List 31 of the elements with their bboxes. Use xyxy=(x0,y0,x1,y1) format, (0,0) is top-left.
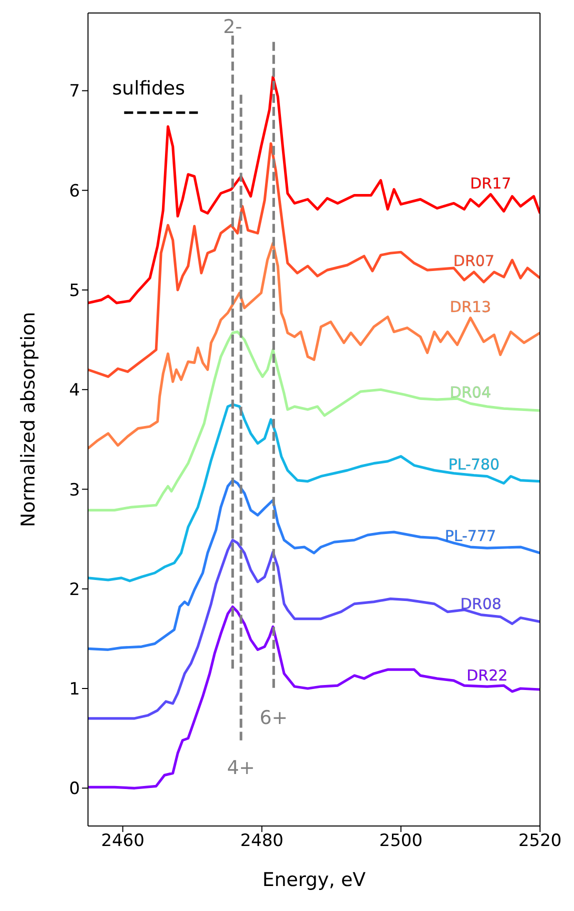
series-label: 2- xyxy=(223,16,242,38)
series-label: 6+ xyxy=(260,707,288,730)
y-tick-label: 7 xyxy=(69,82,80,102)
y-tick-label: 3 xyxy=(69,480,80,500)
series-label: PL-780 xyxy=(448,455,500,474)
x-tick-label: 2500 xyxy=(379,831,423,852)
x-tick-label: 2520 xyxy=(518,831,562,852)
y-axis-title: Normalized absorption xyxy=(18,312,40,528)
y-tick-label: 6 xyxy=(69,181,80,202)
y-tick-label: 5 xyxy=(69,281,80,302)
series-label: PL-777 xyxy=(444,527,496,546)
series-label: DR08 xyxy=(460,594,502,613)
line-series xyxy=(88,478,540,651)
series-label: DR22 xyxy=(466,666,508,685)
line-series xyxy=(88,142,540,378)
series-label: 4+ xyxy=(226,756,255,779)
legend-label: sulfides xyxy=(112,78,186,100)
series-label: DR17 xyxy=(470,174,512,192)
series-label: DR04 xyxy=(450,384,491,402)
series-label: DR07 xyxy=(453,252,494,270)
y-tick-label: 4 xyxy=(69,380,80,401)
series-label: DR13 xyxy=(450,298,491,316)
y-tick-label: 0 xyxy=(69,779,80,800)
line-series xyxy=(88,242,540,450)
y-tick-label: 2 xyxy=(69,580,80,600)
x-axis-title: Energy, eV xyxy=(262,869,366,891)
y-tick-label: 1 xyxy=(69,680,80,700)
x-tick-label: 2480 xyxy=(240,831,284,852)
x-tick-label: 2460 xyxy=(101,831,144,852)
line-series xyxy=(88,330,540,512)
line-series xyxy=(88,403,540,582)
